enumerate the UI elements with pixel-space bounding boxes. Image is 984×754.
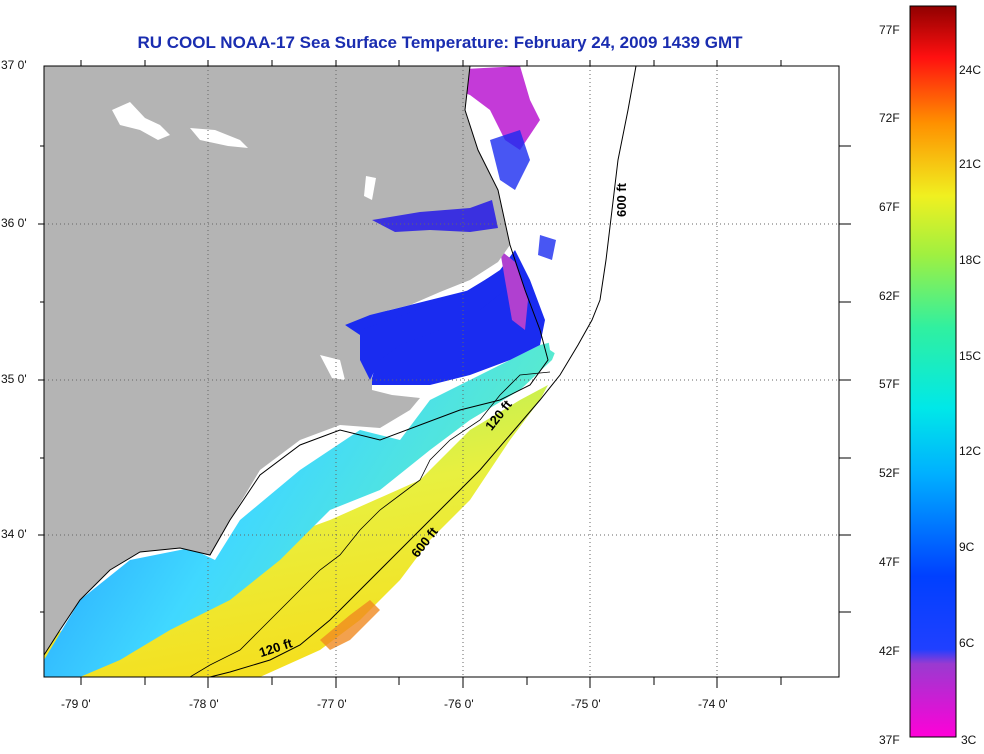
cold-nearshore-water	[410, 66, 560, 150]
plot-frame	[43, 65, 840, 678]
cold-sound-water	[500, 250, 528, 330]
lon-label: -79 0'	[61, 697, 91, 711]
blue-patches	[490, 130, 556, 260]
legend-c-label: 15C	[959, 349, 982, 363]
legend-c-label: 24C	[959, 63, 982, 77]
lon-label: -78 0'	[189, 697, 219, 711]
axis-ticks	[38, 60, 851, 688]
legend-c-label: 21C	[959, 157, 982, 171]
legend-f-label: 57F	[879, 377, 900, 391]
albemarle-sound-outline	[372, 200, 498, 232]
legend-f-label: 37F	[879, 733, 900, 747]
contour-600ft	[209, 66, 637, 677]
legend-f-label: 42F	[879, 644, 900, 658]
lon-label: -77 0'	[317, 697, 347, 711]
graticule	[44, 66, 839, 677]
contour-label: 600 ft	[614, 182, 629, 217]
lat-label: 34 0'	[1, 527, 27, 541]
legend-c-label: 3C	[961, 733, 977, 747]
lon-label: -76 0'	[444, 697, 474, 711]
legend-c-label: 18C	[959, 253, 982, 267]
lat-label: 37 0'	[1, 58, 27, 72]
legend-f-label: 67F	[879, 200, 900, 214]
legend-c-label: 9C	[959, 540, 975, 554]
lat-label: 35 0'	[1, 372, 27, 386]
lon-label: -75 0'	[571, 697, 601, 711]
map-title: RU COOL NOAA-17 Sea Surface Temperature:…	[137, 33, 743, 52]
legend-c-label: 6C	[959, 636, 975, 650]
contour-120ft	[189, 371, 551, 677]
lon-label: -74 0'	[698, 697, 728, 711]
orange-edge-water	[320, 600, 380, 650]
legend-f-label: 72F	[879, 111, 900, 125]
lat-label: 36 0'	[1, 216, 27, 230]
pamlico-sound-outline	[360, 272, 505, 380]
temperature-colorbar	[909, 5, 957, 738]
legend-f-label: 62F	[879, 289, 900, 303]
legend-f-label: 47F	[879, 555, 900, 569]
legend-f-label: 77F	[879, 23, 900, 37]
land-mass	[44, 66, 510, 655]
cloud-cover	[520, 66, 640, 360]
coastline	[44, 66, 549, 656]
legend-c-label: 12C	[959, 444, 982, 458]
legend-f-label: 52F	[879, 466, 900, 480]
coastal-cool-water	[44, 340, 560, 677]
